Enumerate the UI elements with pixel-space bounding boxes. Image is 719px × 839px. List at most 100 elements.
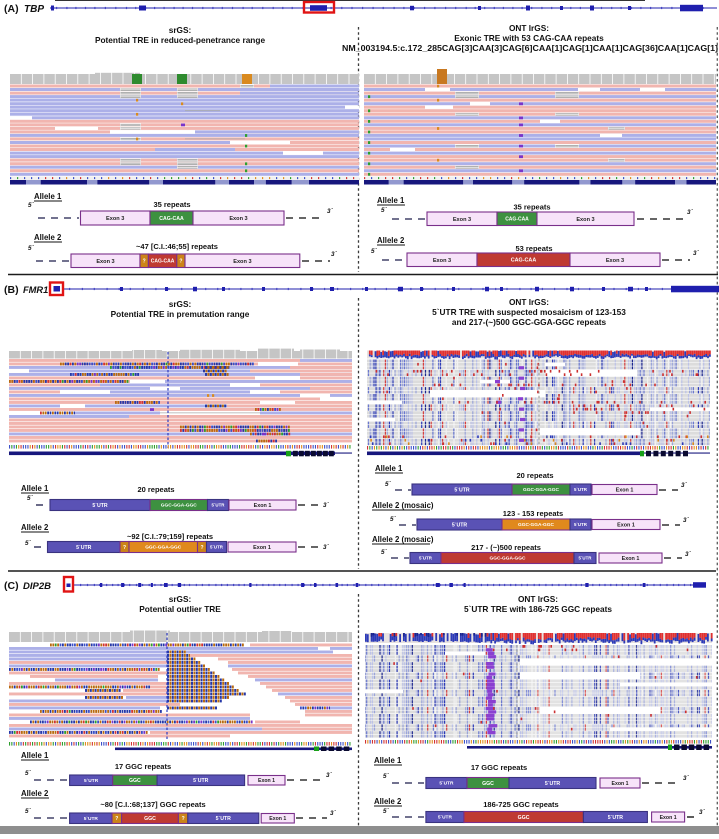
- svg-text:(A): (A): [4, 3, 19, 15]
- svg-text:3`: 3`: [330, 810, 337, 817]
- svg-text:~92 [C.I.:79;159] repeats: ~92 [C.I.:79;159] repeats: [127, 532, 213, 541]
- svg-text:GGC: GGC: [518, 815, 530, 821]
- svg-text:ONT lrGS:: ONT lrGS:: [518, 594, 558, 604]
- svg-text:Exon 1: Exon 1: [660, 815, 677, 821]
- svg-text:Exon 1: Exon 1: [253, 545, 271, 551]
- svg-text:Allele 2 (mosaic): Allele 2 (mosaic): [372, 501, 434, 510]
- svg-text:3`: 3`: [683, 775, 690, 782]
- svg-text:123 - 153 repeats: 123 - 153 repeats: [503, 509, 563, 518]
- svg-text:5`UTR: 5`UTR: [454, 487, 470, 493]
- svg-text:17 GGC repeats: 17 GGC repeats: [471, 763, 527, 772]
- svg-text:GGC: GGC: [144, 816, 156, 822]
- svg-text:Allele 2: Allele 2: [21, 523, 49, 532]
- svg-text:GGC: GGC: [482, 781, 494, 787]
- svg-text:3`: 3`: [326, 772, 333, 779]
- svg-text:Exon 1: Exon 1: [622, 556, 640, 562]
- svg-text:217 - (~)500 repeats: 217 - (~)500 repeats: [471, 543, 541, 552]
- svg-text:GGC-GGA-GGC: GGC-GGA-GGC: [490, 556, 527, 562]
- svg-text:~80 [C.I.:68;137] GGC repeats: ~80 [C.I.:68;137] GGC repeats: [100, 800, 205, 809]
- svg-text:CAG-CAA: CAG-CAA: [505, 217, 529, 223]
- svg-text:3`: 3`: [687, 209, 694, 216]
- svg-text:Allele 1: Allele 1: [375, 464, 403, 473]
- svg-text:3`: 3`: [331, 251, 338, 258]
- svg-text:?: ?: [115, 816, 118, 822]
- svg-text:Allele 1: Allele 1: [21, 484, 49, 493]
- svg-text:5`: 5`: [371, 248, 378, 255]
- svg-text:Potential TRE in premutation r: Potential TRE in premutation range: [111, 309, 250, 319]
- svg-text:20 repeats: 20 repeats: [516, 471, 553, 480]
- svg-text:?: ?: [143, 259, 146, 265]
- svg-text:5`UTR: 5`UTR: [193, 778, 209, 784]
- svg-text:5`UTR: 5`UTR: [452, 522, 468, 528]
- svg-text:?: ?: [182, 816, 185, 822]
- svg-text:Exon 1: Exon 1: [254, 503, 272, 509]
- svg-text:ONT lrGS:: ONT lrGS:: [509, 297, 549, 307]
- svg-text:53 repeats: 53 repeats: [515, 244, 552, 253]
- svg-text:3`: 3`: [699, 809, 706, 816]
- svg-text:5`UTR: 5`UTR: [579, 556, 593, 561]
- svg-text:Exon 1: Exon 1: [269, 816, 286, 822]
- svg-text:TBP: TBP: [24, 4, 44, 15]
- svg-text:CAG-CAA: CAG-CAA: [511, 258, 537, 264]
- svg-text:srGS:: srGS:: [169, 299, 192, 309]
- svg-text:186-725 GGC repeats: 186-725 GGC repeats: [483, 800, 558, 809]
- svg-text:Allele 1: Allele 1: [34, 192, 62, 201]
- svg-text:5`UTR TRE with 186-725 GGC rep: 5`UTR TRE with 186-725 GGC repeats: [464, 604, 612, 614]
- svg-text:Exon 1: Exon 1: [617, 522, 635, 528]
- svg-text:Exon 3: Exon 3: [433, 258, 451, 264]
- svg-text:3`: 3`: [323, 544, 330, 551]
- svg-text:5`: 5`: [385, 481, 392, 488]
- svg-text:3`: 3`: [327, 208, 334, 215]
- svg-text:~47 [C.I.:46;55] repeats: ~47 [C.I.:46;55] repeats: [136, 242, 218, 251]
- svg-text:Allele 2 (mosaic): Allele 2 (mosaic): [372, 535, 434, 544]
- svg-text:Allele 2: Allele 2: [21, 789, 49, 798]
- svg-text:5`: 5`: [381, 549, 388, 556]
- svg-text:5`: 5`: [390, 516, 397, 523]
- svg-text:5`UTR: 5`UTR: [574, 522, 588, 527]
- svg-text:5`UTR: 5`UTR: [545, 781, 561, 787]
- svg-text:5`: 5`: [27, 495, 34, 502]
- svg-text:Potential outlier TRE: Potential outlier TRE: [139, 604, 221, 614]
- svg-text:5`UTR: 5`UTR: [84, 816, 99, 822]
- svg-text:5`: 5`: [383, 773, 390, 780]
- svg-text:5`UTR: 5`UTR: [216, 816, 232, 822]
- svg-text:CAG-CAA: CAG-CAA: [151, 259, 175, 265]
- svg-text:NM_003194.5:c.172_285CAG[3]CAA: NM_003194.5:c.172_285CAG[3]CAA[3]CAG[6]C…: [342, 43, 718, 53]
- svg-text:Exon 3: Exon 3: [233, 259, 251, 265]
- svg-text:Exon 3: Exon 3: [106, 216, 124, 222]
- svg-text:5`UTR: 5`UTR: [574, 487, 588, 492]
- svg-text:35 repeats: 35 repeats: [513, 203, 550, 212]
- svg-text:Allele 1: Allele 1: [377, 196, 405, 205]
- svg-text:5`: 5`: [383, 808, 390, 815]
- svg-text:srGS:: srGS:: [169, 25, 192, 35]
- svg-text:5`: 5`: [28, 202, 35, 209]
- svg-text:Potential TRE in reduced-penet: Potential TRE in reduced-penetrance rang…: [95, 35, 266, 45]
- svg-text:5`UTR: 5`UTR: [84, 778, 99, 784]
- svg-text:5`UTR: 5`UTR: [439, 781, 454, 787]
- svg-text:3`: 3`: [323, 502, 330, 509]
- svg-text:3`: 3`: [683, 517, 690, 524]
- svg-text:5`: 5`: [25, 770, 32, 777]
- svg-text:Allele 1: Allele 1: [21, 751, 49, 760]
- svg-text:GGC-GGA-GGC: GGC-GGA-GGC: [161, 503, 198, 509]
- svg-text:3`: 3`: [693, 250, 700, 257]
- svg-text:5`UTR TRE with suspected mosai: 5`UTR TRE with suspected mosaicism of 12…: [432, 307, 626, 317]
- svg-text:?: ?: [179, 259, 182, 265]
- svg-text:Exon 3: Exon 3: [96, 259, 114, 265]
- svg-text:5`: 5`: [28, 245, 35, 252]
- svg-text:FMR1: FMR1: [23, 285, 48, 295]
- svg-text:5`UTR: 5`UTR: [76, 545, 92, 551]
- svg-text:Exon 3: Exon 3: [576, 217, 594, 223]
- svg-text:5`UTR: 5`UTR: [419, 556, 433, 561]
- svg-text:GGC-GGA-GGC: GGC-GGA-GGC: [145, 545, 182, 551]
- svg-text:?: ?: [123, 545, 126, 551]
- svg-text:GGC: GGC: [129, 778, 141, 784]
- svg-text:3`: 3`: [685, 551, 692, 558]
- svg-text:(B): (B): [4, 284, 19, 296]
- svg-text:CAG-CAA: CAG-CAA: [159, 216, 184, 222]
- svg-text:Exon 1: Exon 1: [611, 781, 628, 787]
- svg-text:5`UTR: 5`UTR: [210, 545, 224, 550]
- svg-text:GGC-GGA-GGC: GGC-GGA-GGC: [523, 487, 560, 493]
- svg-text:5`: 5`: [25, 540, 32, 547]
- svg-text:35 repeats: 35 repeats: [153, 200, 190, 209]
